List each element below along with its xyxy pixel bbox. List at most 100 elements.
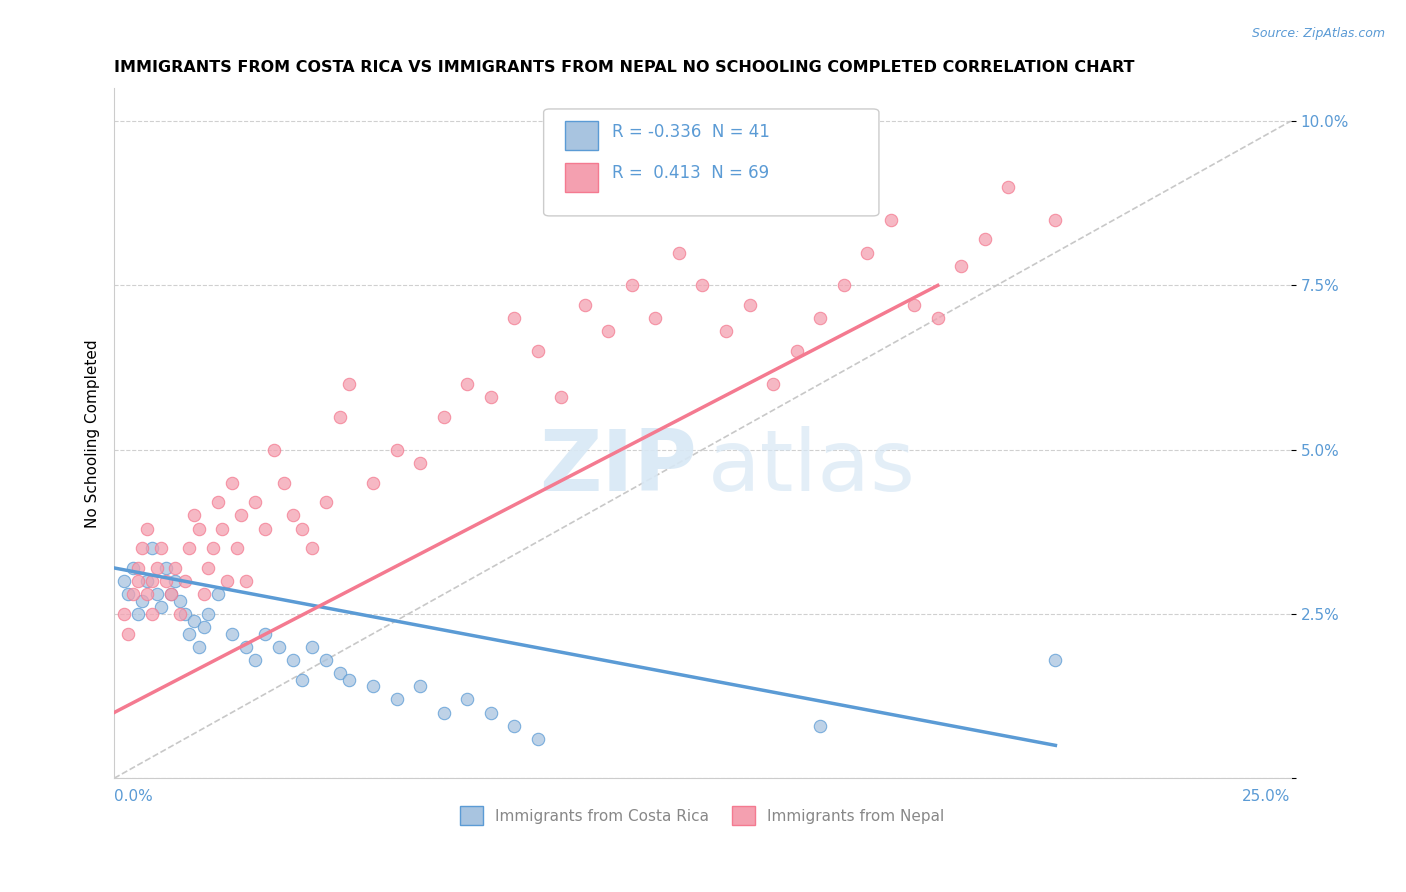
Point [668,245,690,260]
Point [165,574,187,588]
Point [273,475,295,490]
Point [179,541,201,556]
Point [211,522,233,536]
Point [880,212,903,227]
Point [479,390,502,404]
Point [301,640,323,654]
Text: R = -0.336  N = 41: R = -0.336 N = 41 [612,123,769,141]
Point [1045,653,1067,667]
Point [225,541,247,556]
Point [503,719,526,733]
Point [112,574,135,588]
Point [832,278,855,293]
Point [361,475,384,490]
Point [155,561,177,575]
Legend: Immigrants from Costa Rica, Immigrants from Nepal: Immigrants from Costa Rica, Immigrants f… [453,798,952,832]
Point [127,561,149,575]
Point [117,587,139,601]
Point [253,522,276,536]
Text: atlas: atlas [709,426,917,509]
Point [526,731,548,746]
Y-axis label: No Schooling Completed: No Schooling Completed [86,339,100,527]
Point [973,232,995,246]
Point [159,587,181,601]
Point [762,376,785,391]
Point [169,607,191,621]
Point [786,344,808,359]
Point [329,666,352,681]
Point [127,607,149,621]
Point [235,574,257,588]
Point [187,522,209,536]
Point [202,541,225,556]
Point [245,495,267,509]
Point [385,692,408,706]
Point [117,626,139,640]
Point [808,311,831,326]
Point [217,574,239,588]
Point [574,298,596,312]
Point [197,561,219,575]
Point [193,587,215,601]
Point [409,456,432,470]
Point [145,561,167,575]
Point [155,574,177,588]
Point [173,574,195,588]
Point [131,541,153,556]
FancyBboxPatch shape [565,121,598,151]
Point [550,390,572,404]
Point [385,442,408,457]
Point [122,561,145,575]
Point [1045,212,1067,227]
Point [207,495,229,509]
Point [526,344,548,359]
Point [927,311,949,326]
Text: Source: ZipAtlas.com: Source: ZipAtlas.com [1251,27,1385,40]
FancyBboxPatch shape [544,109,879,216]
Point [145,587,167,601]
Point [136,574,159,588]
Point [207,587,229,601]
Point [122,587,145,601]
Point [263,442,285,457]
Point [141,541,163,556]
Point [141,607,163,621]
Point [456,692,478,706]
Point [183,508,205,523]
Point [281,508,304,523]
Point [291,673,314,687]
Point [856,245,879,260]
Point [692,278,714,293]
Point [183,614,205,628]
Point [339,673,361,687]
Point [997,179,1019,194]
Point [315,653,337,667]
Point [598,325,620,339]
Text: R =  0.413  N = 69: R = 0.413 N = 69 [612,164,769,182]
Point [221,626,243,640]
Text: 0.0%: 0.0% [114,789,153,805]
Point [231,508,253,523]
Point [136,522,159,536]
Point [187,640,209,654]
Point [433,706,456,720]
Point [267,640,290,654]
Point [221,475,243,490]
Text: IMMIGRANTS FROM COSTA RICA VS IMMIGRANTS FROM NEPAL NO SCHOOLING COMPLETED CORRE: IMMIGRANTS FROM COSTA RICA VS IMMIGRANTS… [114,60,1135,75]
Point [112,607,135,621]
Point [193,620,215,634]
Point [141,574,163,588]
Point [245,653,267,667]
Point [136,587,159,601]
FancyBboxPatch shape [565,162,598,192]
Point [159,587,181,601]
Point [173,607,195,621]
Point [339,376,361,391]
Point [329,409,352,424]
Point [644,311,666,326]
Point [620,278,643,293]
Point [253,626,276,640]
Point [281,653,304,667]
Point [903,298,925,312]
Point [714,325,737,339]
